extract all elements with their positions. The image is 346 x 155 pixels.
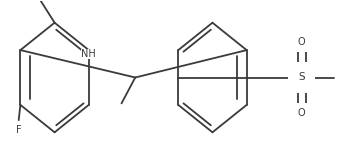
- Text: NH: NH: [81, 49, 96, 59]
- Text: S: S: [298, 73, 305, 82]
- Text: F: F: [16, 125, 21, 135]
- Text: O: O: [298, 108, 306, 117]
- Text: O: O: [298, 38, 306, 47]
